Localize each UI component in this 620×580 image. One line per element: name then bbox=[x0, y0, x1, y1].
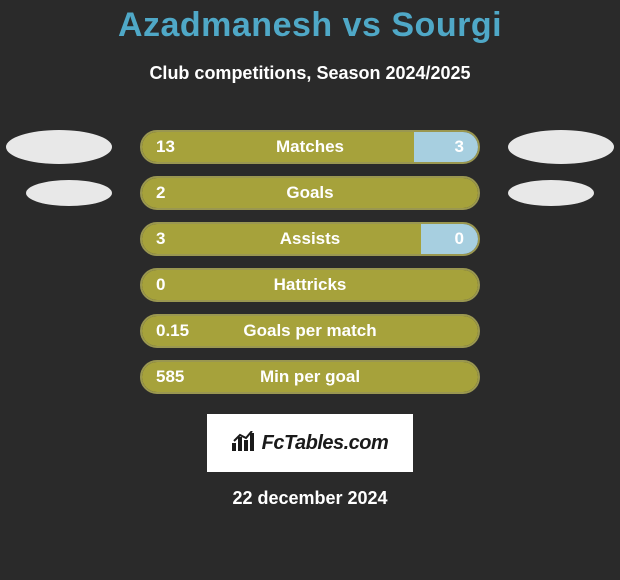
player-right-marker bbox=[508, 180, 594, 206]
bar-left-segment bbox=[142, 132, 414, 162]
player-right-marker bbox=[508, 130, 614, 164]
stat-row: 2Goals bbox=[0, 170, 620, 216]
stat-row: 30Assists bbox=[0, 216, 620, 262]
bar-right-segment bbox=[414, 132, 478, 162]
bar-left-segment bbox=[142, 316, 478, 346]
stat-bar: 585Min per goal bbox=[140, 360, 480, 394]
bar-left-segment bbox=[142, 224, 421, 254]
stat-bar: 0Hattricks bbox=[140, 268, 480, 302]
stat-row: 585Min per goal bbox=[0, 354, 620, 400]
player-left-marker bbox=[6, 130, 112, 164]
page-title: Azadmanesh vs Sourgi bbox=[0, 6, 620, 45]
stat-bar: 2Goals bbox=[140, 176, 480, 210]
stat-bar: 0.15Goals per match bbox=[140, 314, 480, 348]
bar-right-segment bbox=[421, 224, 478, 254]
stat-rows: 133Matches 2Goals 30Assists 0Hattricks 0.15G… bbox=[0, 124, 620, 400]
brand-card: FcTables.com bbox=[207, 414, 413, 472]
date-line: 22 december 2024 bbox=[0, 488, 620, 509]
brand-text: FcTables.com bbox=[262, 432, 389, 455]
stat-bar: 133Matches bbox=[140, 130, 480, 164]
bar-left-segment bbox=[142, 178, 478, 208]
stat-row: 0.15Goals per match bbox=[0, 308, 620, 354]
comparison-infographic: Azadmanesh vs Sourgi Club competitions, … bbox=[0, 0, 620, 509]
stat-row: 0Hattricks bbox=[0, 262, 620, 308]
stat-bar: 30Assists bbox=[140, 222, 480, 256]
stat-row: 133Matches bbox=[0, 124, 620, 170]
player-left-marker bbox=[26, 180, 112, 206]
bar-left-segment bbox=[142, 362, 478, 392]
subtitle: Club competitions, Season 2024/2025 bbox=[0, 63, 620, 84]
brand-chart-icon bbox=[232, 431, 256, 456]
bar-left-segment bbox=[142, 270, 478, 300]
